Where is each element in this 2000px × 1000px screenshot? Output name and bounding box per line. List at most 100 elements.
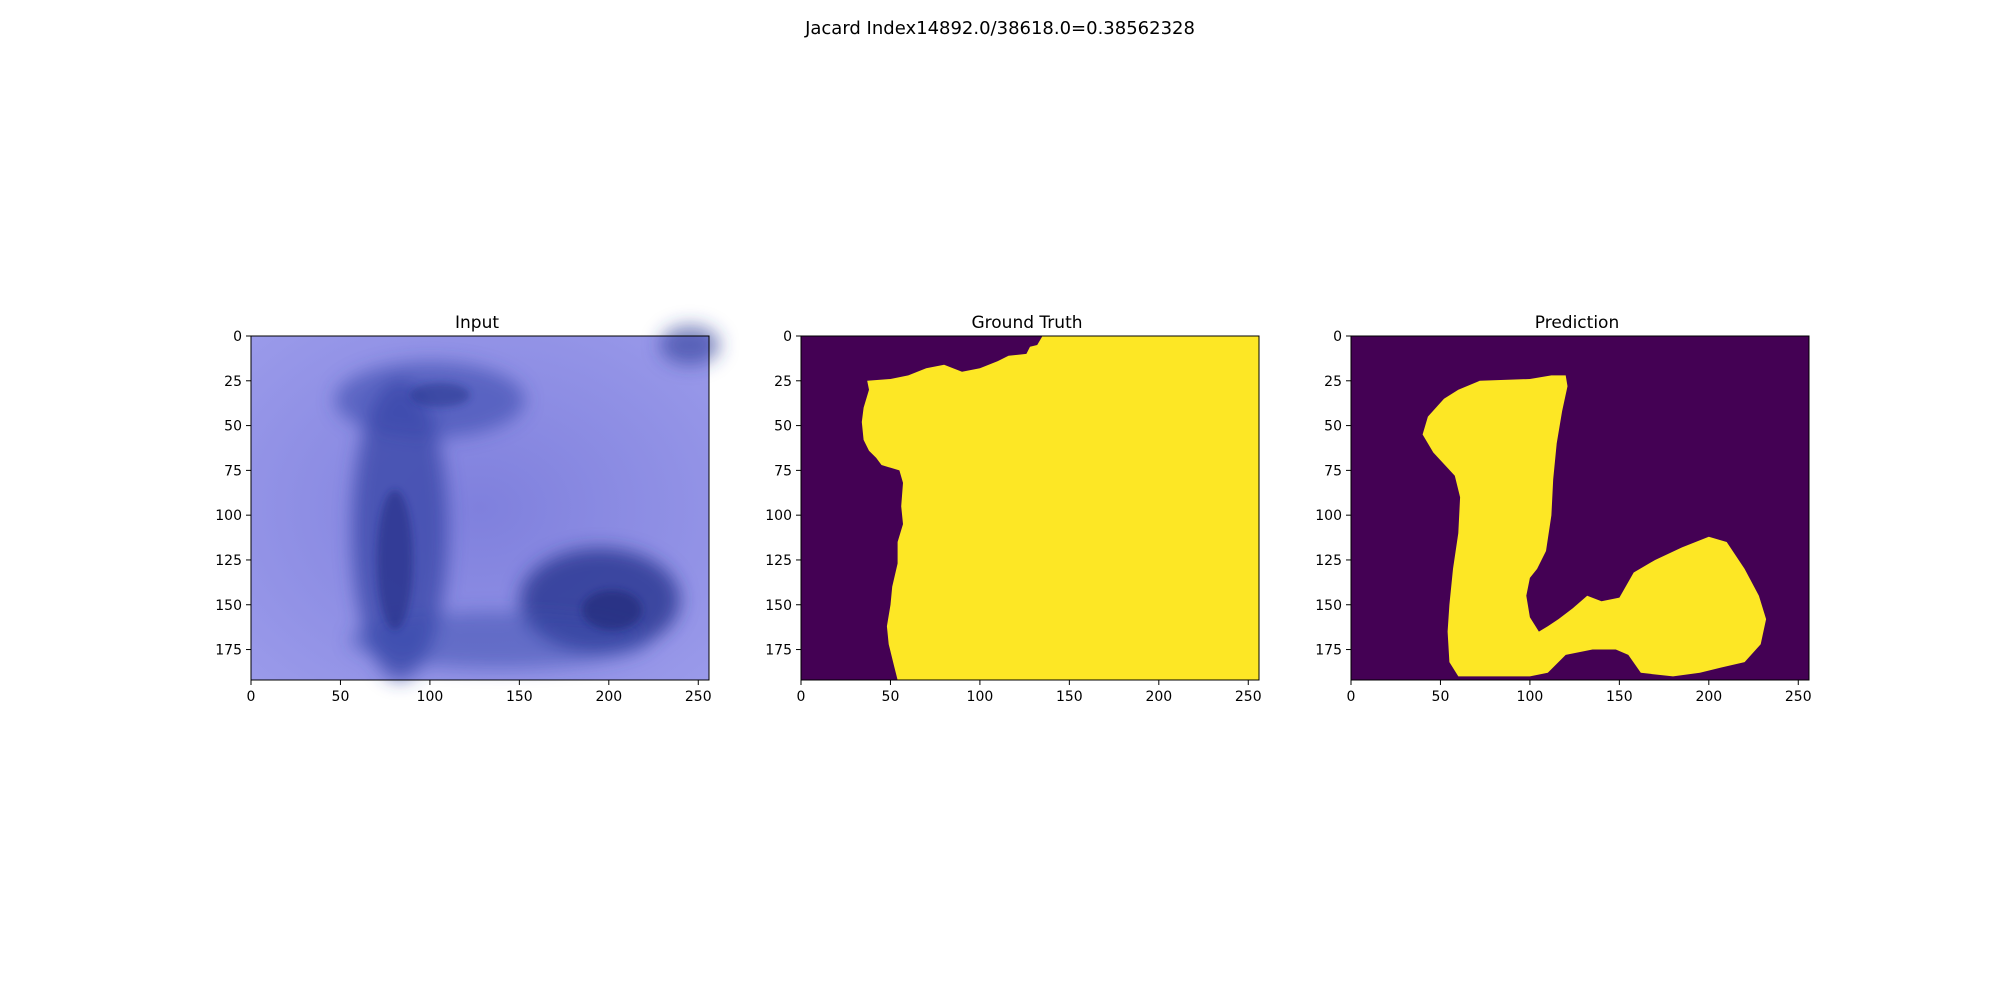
panel-title-ground-truth: Ground Truth <box>971 313 1082 333</box>
prediction-y-tick-label-125: 125 <box>1315 553 1342 569</box>
prediction-x-tick-label-50: 50 <box>1432 689 1450 705</box>
panel-input: Input 0 50 100 150 200 250 0 25 50 75 100 125 150 17… <box>215 313 720 705</box>
input-y-tick-label-50: 50 <box>224 419 242 435</box>
lesion-region-top-right-corner <box>660 325 720 365</box>
input-x-tick-label-0: 0 <box>247 689 256 705</box>
lesion-texture-3 <box>410 383 470 407</box>
prediction-y-tick-50: 50 <box>1324 419 1351 435</box>
ground-truth-y-tick-100: 100 <box>765 508 801 524</box>
input-y-tick-125: 125 <box>215 553 251 569</box>
ground-truth-x-tick-100: 100 <box>967 680 994 705</box>
prediction-y-tick-label-50: 50 <box>1324 419 1342 435</box>
prediction-y-tick-175: 175 <box>1315 643 1351 659</box>
input-x-axis: 0 50 100 150 200 250 <box>247 680 712 705</box>
input-x-tick-50: 50 <box>332 680 349 705</box>
ground-truth-x-tick-label-50: 50 <box>882 689 900 705</box>
input-x-tick-label-250: 250 <box>685 689 712 705</box>
ground-truth-mask <box>861 336 1259 680</box>
input-y-tick-50: 50 <box>224 419 251 435</box>
input-x-tick-label-100: 100 <box>417 689 444 705</box>
input-image <box>251 325 720 680</box>
ground-truth-x-axis: 0 50 100 150 200 250 <box>797 680 1262 705</box>
prediction-x-tick-50: 50 <box>1432 680 1450 705</box>
input-y-tick-25: 25 <box>224 374 251 390</box>
ground-truth-x-tick-label-150: 150 <box>1056 689 1083 705</box>
ground-truth-y-tick-label-150: 150 <box>765 598 792 614</box>
panel-ground-truth: Ground Truth 0 50 100 150 200 250 0 25 50 75 100 1… <box>765 313 1261 705</box>
ground-truth-y-tick-label-50: 50 <box>774 419 792 435</box>
ground-truth-x-tick-50: 50 <box>882 680 900 705</box>
ground-truth-x-tick-150: 150 <box>1056 680 1083 705</box>
input-y-tick-label-175: 175 <box>215 643 242 659</box>
prediction-x-tick-200: 200 <box>1695 680 1722 705</box>
ground-truth-x-tick-label-250: 250 <box>1235 689 1262 705</box>
input-y-tick-150: 150 <box>215 598 251 614</box>
input-y-tick-label-0: 0 <box>233 329 242 345</box>
ground-truth-y-tick-label-25: 25 <box>774 374 792 390</box>
ground-truth-x-tick-0: 0 <box>797 680 806 705</box>
figure-suptitle: Jacard Index14892.0/38618.0=0.38562328 <box>804 18 1195 39</box>
prediction-y-tick-125: 125 <box>1315 553 1351 569</box>
input-y-tick-0: 0 <box>233 329 251 345</box>
lesion-region-bottom-band <box>350 612 650 668</box>
prediction-x-axis: 0 50 100 150 200 250 <box>1347 680 1812 705</box>
ground-truth-y-tick-label-75: 75 <box>774 463 792 479</box>
input-x-tick-150: 150 <box>506 680 533 705</box>
prediction-x-tick-label-150: 150 <box>1606 689 1633 705</box>
ground-truth-y-tick-175: 175 <box>765 643 801 659</box>
prediction-y-tick-label-75: 75 <box>1324 463 1342 479</box>
ground-truth-x-tick-label-200: 200 <box>1145 689 1172 705</box>
prediction-x-tick-250: 250 <box>1785 680 1812 705</box>
panel-prediction: Prediction 0 50 100 150 200 250 0 25 50 75 100 125… <box>1315 313 1811 705</box>
prediction-mask <box>1422 375 1767 677</box>
ground-truth-y-tick-50: 50 <box>774 419 801 435</box>
ground-truth-axes-frame <box>800 335 1260 681</box>
ground-truth-y-tick-75: 75 <box>774 463 801 479</box>
ground-truth-x-tick-label-0: 0 <box>797 689 806 705</box>
panel-title-prediction: Prediction <box>1535 313 1619 333</box>
panel-title-input: Input <box>455 313 499 333</box>
prediction-y-tick-0: 0 <box>1333 329 1351 345</box>
prediction-y-tick-label-25: 25 <box>1324 374 1342 390</box>
ground-truth-y-axis: 0 25 50 75 100 125 150 175 <box>765 329 801 659</box>
ground-truth-x-tick-250: 250 <box>1235 680 1262 705</box>
prediction-y-tick-100: 100 <box>1315 508 1351 524</box>
ground-truth-y-tick-25: 25 <box>774 374 801 390</box>
prediction-y-tick-75: 75 <box>1324 463 1351 479</box>
input-y-tick-label-100: 100 <box>215 508 242 524</box>
ground-truth-y-tick-label-125: 125 <box>765 553 792 569</box>
input-y-tick-100: 100 <box>215 508 251 524</box>
prediction-y-tick-label-100: 100 <box>1315 508 1342 524</box>
prediction-x-tick-0: 0 <box>1347 680 1356 705</box>
prediction-x-tick-label-0: 0 <box>1347 689 1356 705</box>
prediction-y-tick-25: 25 <box>1324 374 1351 390</box>
input-x-tick-250: 250 <box>685 680 712 705</box>
input-y-tick-label-150: 150 <box>215 598 242 614</box>
prediction-x-tick-100: 100 <box>1517 680 1544 705</box>
input-x-tick-label-150: 150 <box>506 689 533 705</box>
prediction-y-tick-label-175: 175 <box>1315 643 1342 659</box>
ground-truth-y-tick-label-175: 175 <box>765 643 792 659</box>
input-y-tick-175: 175 <box>215 643 251 659</box>
prediction-y-axis: 0 25 50 75 100 125 150 175 <box>1315 329 1351 659</box>
ground-truth-y-tick-label-100: 100 <box>765 508 792 524</box>
ground-truth-x-tick-200: 200 <box>1145 680 1172 705</box>
lesion-texture-1 <box>377 490 413 630</box>
input-y-axis: 0 25 50 75 100 125 150 175 <box>215 329 251 659</box>
ground-truth-x-tick-label-100: 100 <box>967 689 994 705</box>
input-y-tick-label-25: 25 <box>224 374 242 390</box>
prediction-x-tick-150: 150 <box>1606 680 1633 705</box>
input-image-fine-texture <box>377 383 642 630</box>
ground-truth-y-tick-125: 125 <box>765 553 801 569</box>
input-y-tick-label-75: 75 <box>224 463 242 479</box>
input-y-tick-label-125: 125 <box>215 553 242 569</box>
lesion-texture-2 <box>582 590 642 630</box>
prediction-x-tick-label-250: 250 <box>1785 689 1812 705</box>
ground-truth-y-tick-0: 0 <box>783 329 801 345</box>
prediction-y-tick-label-0: 0 <box>1333 329 1342 345</box>
prediction-axes-frame <box>1350 335 1810 681</box>
input-x-tick-200: 200 <box>595 680 622 705</box>
prediction-x-tick-label-100: 100 <box>1517 689 1544 705</box>
input-x-tick-label-200: 200 <box>595 689 622 705</box>
